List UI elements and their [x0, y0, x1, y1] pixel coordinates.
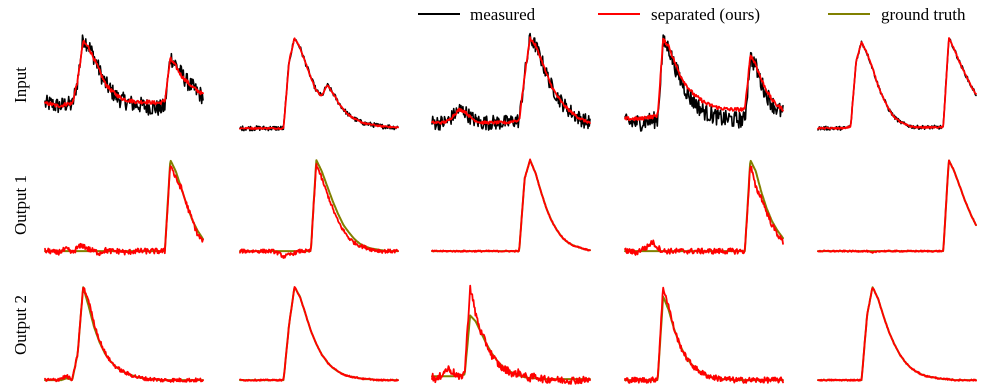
panel-input-4 — [624, 34, 784, 132]
series-separated-ours-line — [239, 286, 399, 382]
legend: measured separated (ours) ground truth — [418, 5, 966, 24]
series-ground-truth-line — [624, 295, 784, 382]
legend-label-measured: measured — [470, 5, 536, 24]
series-separated-ours-line — [239, 37, 399, 130]
panel-output-1-1 — [44, 159, 204, 257]
series-ground-truth-line — [817, 159, 977, 253]
series-separated-ours-line — [624, 37, 784, 122]
panel-output-1-4 — [624, 159, 784, 256]
series-ground-truth-line — [44, 159, 204, 253]
panel-input-1 — [44, 34, 204, 116]
series-separated-ours-line — [44, 286, 204, 383]
panel-input-5 — [817, 37, 977, 131]
series-measured-line — [817, 37, 977, 131]
series-separated-ours-line — [431, 36, 591, 125]
panel-output-1-3 — [431, 158, 591, 253]
series-separated-ours-line — [817, 159, 977, 254]
row-label-output-2: Output 2 — [11, 295, 30, 355]
series-ground-truth-line — [624, 159, 784, 253]
legend-label-ground-truth: ground truth — [881, 5, 966, 24]
row-labels: Input Output 1 Output 2 — [11, 67, 30, 355]
series-measured-line — [239, 38, 399, 132]
series-separated-ours-line — [44, 39, 204, 109]
panel-output-2-2 — [239, 286, 399, 382]
legend-item-ground-truth: ground truth — [828, 5, 966, 24]
series-separated-ours-line — [431, 284, 591, 385]
panel-output-2-5 — [817, 286, 977, 382]
series-separated-ours-line — [624, 286, 784, 384]
panel-grid — [44, 32, 977, 385]
panel-output-2-4 — [624, 286, 784, 384]
legend-item-separated: separated (ours) — [598, 5, 760, 24]
series-separated-ours-line — [44, 165, 204, 257]
series-ground-truth-line — [817, 286, 977, 382]
legend-label-separated: separated (ours) — [651, 5, 760, 24]
row-label-output-1: Output 1 — [11, 175, 30, 235]
series-separated-ours-line — [624, 165, 784, 256]
series-ground-truth-line — [431, 159, 591, 253]
series-ground-truth-line — [239, 286, 399, 382]
series-ground-truth-line — [44, 286, 204, 382]
row-label-input: Input — [11, 67, 30, 103]
series-measured-line — [624, 34, 784, 132]
series-separated-ours-line — [817, 287, 977, 382]
panel-output-1-2 — [239, 159, 399, 259]
panel-output-1-5 — [817, 159, 977, 254]
legend-item-measured: measured — [418, 5, 536, 24]
series-separated-ours-line — [431, 158, 591, 253]
series-separated-ours-line — [817, 37, 977, 130]
panel-output-2-3 — [431, 284, 591, 385]
panel-input-3 — [431, 32, 591, 131]
series-measured-line — [431, 32, 591, 131]
series-separated-ours-line — [239, 163, 399, 259]
series-ground-truth-line — [431, 314, 591, 381]
panel-output-2-1 — [44, 286, 204, 383]
panel-input-2 — [239, 37, 399, 132]
